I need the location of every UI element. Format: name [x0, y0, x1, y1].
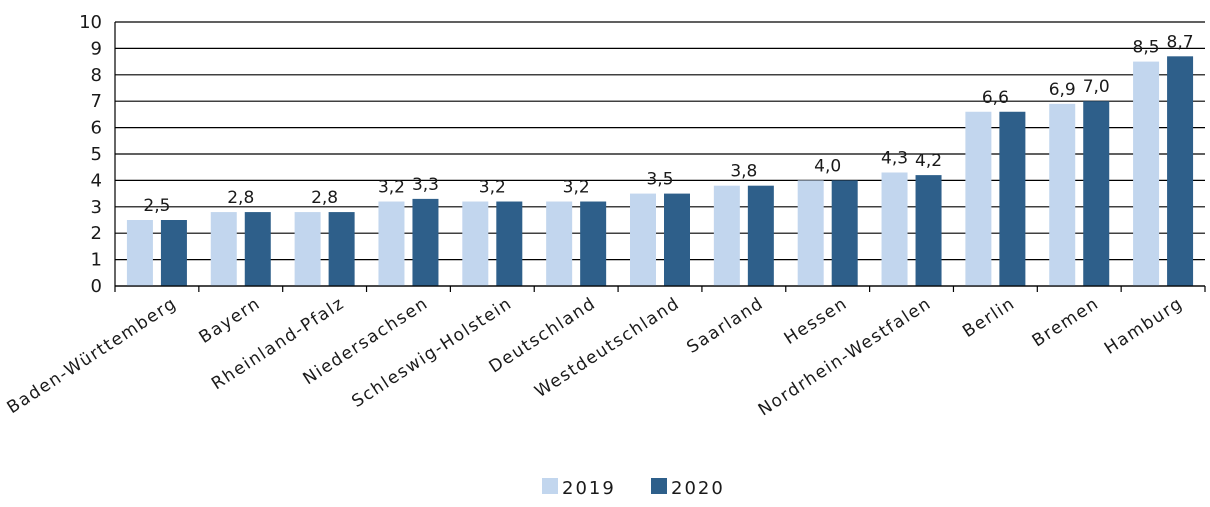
legend-swatch-2019 — [542, 478, 558, 494]
category-label: Westdeutschland — [531, 293, 683, 402]
y-tick-label: 6 — [91, 118, 102, 139]
bar-2020 — [747, 185, 774, 286]
bar-2020 — [664, 193, 690, 286]
bar-2020 — [999, 111, 1026, 286]
category-label: Bremen — [1029, 293, 1103, 351]
bar-2019 — [126, 220, 153, 286]
y-tick-label: 8 — [91, 65, 102, 86]
bar-2019 — [713, 185, 740, 286]
y-tick-label: 2 — [91, 223, 102, 244]
y-tick-label: 10 — [79, 12, 102, 33]
bar-2019 — [294, 212, 321, 286]
bar-2019 — [881, 172, 908, 286]
data-label: 8,5 — [1133, 38, 1160, 58]
y-tick-label: 9 — [91, 38, 102, 59]
data-label: 3,3 — [412, 175, 439, 195]
data-label: 4,0 — [814, 156, 841, 176]
data-label: 3,8 — [730, 162, 757, 182]
legend-label: 2019 — [562, 478, 616, 499]
bar-2020 — [412, 198, 439, 286]
y-tick-label: 3 — [91, 197, 102, 218]
data-label: 3,2 — [479, 178, 506, 198]
data-label: 4,3 — [881, 148, 908, 168]
y-tick-label: 0 — [91, 276, 102, 297]
data-label: 3,2 — [563, 178, 590, 198]
gridlines — [115, 21, 1205, 287]
bar-2020 — [915, 175, 942, 286]
y-tick-label: 1 — [91, 250, 102, 271]
data-label: 2,5 — [143, 196, 170, 216]
bar-2019 — [378, 201, 405, 286]
data-label: 4,2 — [915, 151, 942, 171]
category-label: Hessen — [781, 293, 852, 349]
legend-swatch-2020 — [651, 478, 667, 494]
bar-2020 — [328, 212, 355, 286]
bar-2019 — [1133, 61, 1160, 286]
data-label: 6,9 — [1049, 80, 1076, 100]
bar-2020 — [496, 201, 523, 286]
data-labels: 2,5 2,8 2,8 3,2 3,3 3,2 3,2 3,5 3,8 4,0 4,3 4,2 6,6 6… — [143, 32, 1193, 216]
y-tick-label: 5 — [91, 144, 102, 165]
category-label: Schleswig-Holstein — [348, 293, 516, 412]
data-label: 8,7 — [1167, 32, 1194, 52]
data-label: 2,8 — [311, 188, 338, 208]
bar-2019 — [210, 212, 237, 286]
bar-2020 — [244, 212, 271, 286]
bars — [126, 56, 1194, 286]
category-label: Baden-Württemberg — [4, 293, 181, 418]
data-label: 3,2 — [378, 178, 405, 198]
bar-2019 — [462, 201, 489, 286]
category-label: Berlin — [959, 293, 1019, 342]
legend-label: 2020 — [671, 478, 725, 499]
bar-2020 — [1083, 101, 1110, 286]
category-label: Hamburg — [1101, 293, 1187, 358]
bar-2019 — [1049, 103, 1076, 286]
bar-2020 — [580, 201, 607, 286]
y-tick-label: 4 — [91, 170, 102, 191]
data-label: 3,5 — [646, 170, 673, 190]
legend: 2019 2020 — [542, 478, 725, 499]
category-label: Saarland — [683, 293, 767, 357]
data-label: 6,6 — [982, 88, 1009, 108]
bar-2019 — [797, 180, 824, 286]
bar-2019 — [630, 193, 656, 286]
data-label: 2,8 — [227, 188, 254, 208]
bar-2019 — [965, 111, 992, 286]
bar-2020 — [1167, 56, 1194, 286]
data-label: 7,0 — [1083, 77, 1110, 97]
category-label: Bayern — [196, 293, 265, 347]
bar-2020 — [160, 220, 187, 286]
y-tick-label: 7 — [91, 91, 102, 112]
bar-2019 — [546, 201, 573, 286]
bar-2020 — [831, 180, 858, 286]
